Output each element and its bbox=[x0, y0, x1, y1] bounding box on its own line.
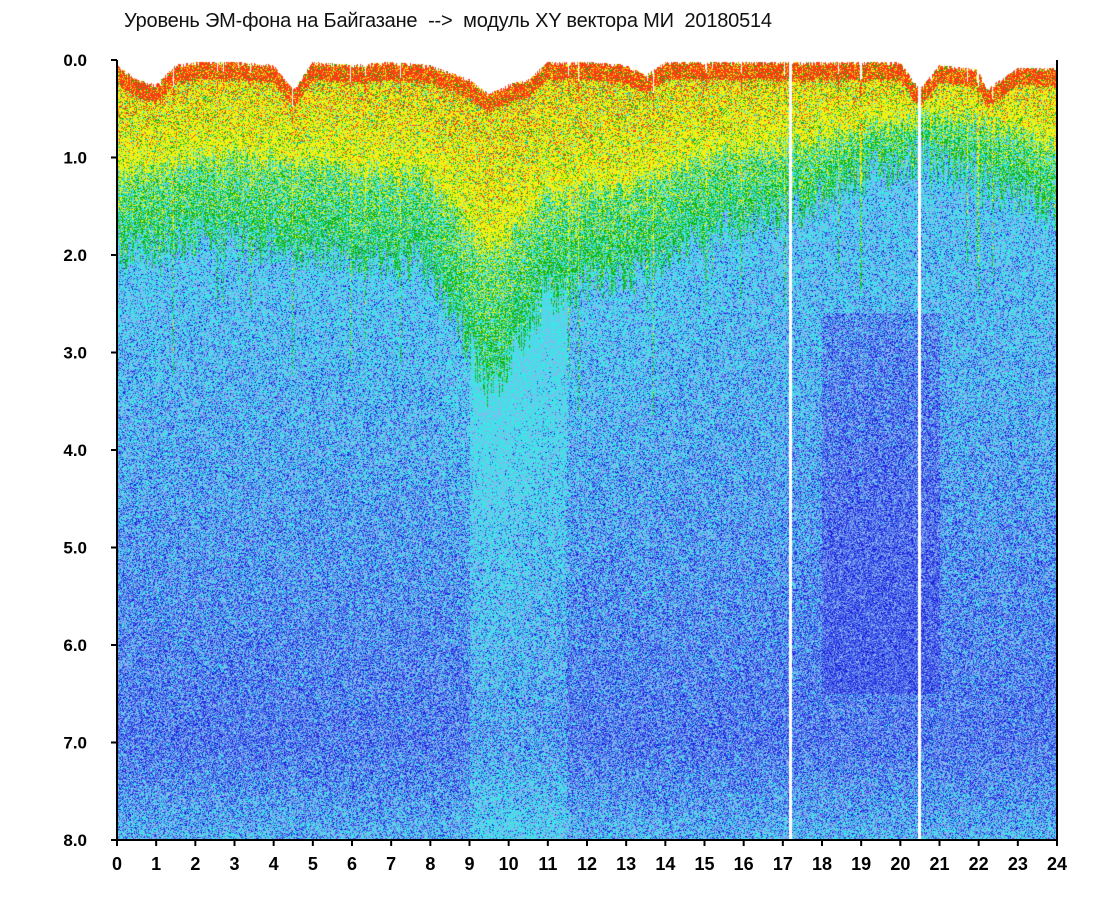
x-tick-label: 9 bbox=[464, 854, 474, 874]
heatmap-cells bbox=[117, 60, 1057, 840]
y-tick-label: 8.0 bbox=[63, 831, 87, 850]
x-tick-label: 19 bbox=[851, 854, 871, 874]
plot-area bbox=[117, 60, 1057, 840]
x-tick-label: 24 bbox=[1047, 854, 1067, 874]
x-tick-label: 6 bbox=[347, 854, 357, 874]
x-axis: 0 1 2 3 4 5 6 7 8 9 10 11 12 13 14 15 16 17 18 19 20 21 22 23 24 bbox=[112, 840, 1067, 874]
x-tick-label: 17 bbox=[773, 854, 793, 874]
x-tick-label: 23 bbox=[1008, 854, 1028, 874]
x-tick-label: 1 bbox=[151, 854, 161, 874]
y-tick-label: 5.0 bbox=[63, 539, 87, 558]
x-tick-label: 7 bbox=[386, 854, 396, 874]
x-tick-label: 20 bbox=[890, 854, 910, 874]
x-tick-label: 10 bbox=[499, 854, 519, 874]
y-tick-label: 7.0 bbox=[63, 734, 87, 753]
y-tick-label: 1.0 bbox=[63, 149, 87, 168]
y-tick-label: 2.0 bbox=[63, 246, 87, 265]
x-tick-label: 15 bbox=[694, 854, 714, 874]
x-tick-label: 2 bbox=[190, 854, 200, 874]
y-tick-label: 6.0 bbox=[63, 636, 87, 655]
x-tick-label: 13 bbox=[616, 854, 636, 874]
x-tick-label: 14 bbox=[655, 854, 675, 874]
x-tick-label: 18 bbox=[812, 854, 832, 874]
x-tick-label: 22 bbox=[969, 854, 989, 874]
x-tick-label: 16 bbox=[734, 854, 754, 874]
x-tick-label: 12 bbox=[577, 854, 597, 874]
x-tick-label: 0 bbox=[112, 854, 122, 874]
y-axis: 0.0 1.0 2.0 3.0 4.0 5.0 6.0 7.0 8.0 bbox=[63, 51, 117, 850]
x-tick-label: 3 bbox=[229, 854, 239, 874]
x-tick-label: 4 bbox=[269, 854, 279, 874]
x-tick-label: 5 bbox=[308, 854, 318, 874]
y-tick-label: 0.0 bbox=[63, 51, 87, 70]
y-tick-label: 4.0 bbox=[63, 441, 87, 460]
x-tick-label: 11 bbox=[538, 854, 557, 874]
chart-title: Уровень ЭМ-фона на Байгазане --> модуль … bbox=[124, 10, 772, 32]
x-tick-label: 8 bbox=[425, 854, 435, 874]
x-tick-label: 21 bbox=[929, 854, 949, 874]
y-tick-label: 3.0 bbox=[63, 344, 87, 363]
